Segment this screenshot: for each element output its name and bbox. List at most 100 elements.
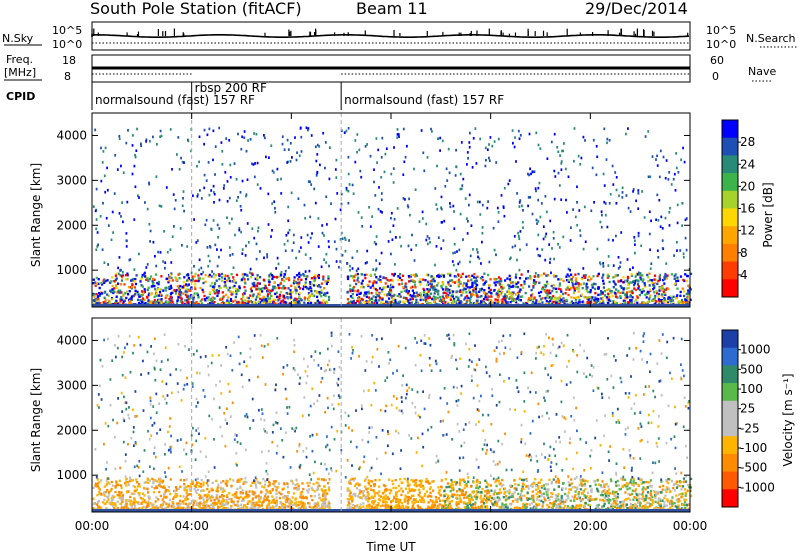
data-cell: [302, 285, 306, 288]
data-cell: [162, 502, 165, 505]
data-cell: [258, 505, 261, 508]
data-cell: [545, 299, 548, 303]
data-cell: [375, 242, 377, 246]
data-cell: [241, 301, 244, 304]
data-cell: [127, 286, 131, 289]
data-cell: [371, 215, 373, 218]
data-cell: [267, 278, 270, 282]
data-cell: [179, 293, 182, 297]
data-cell: [484, 164, 487, 168]
data-cell: [360, 216, 363, 219]
data-cell: [486, 492, 489, 495]
data-cell: [279, 282, 282, 285]
data-cell: [241, 135, 244, 139]
data-cell: [462, 288, 465, 292]
data-cell: [446, 295, 450, 298]
data-cell: [351, 267, 354, 270]
data-cell: [464, 491, 467, 494]
data-cell: [213, 290, 216, 293]
data-cell: [470, 295, 473, 298]
data-cell: [586, 297, 589, 300]
data-cell: [218, 495, 221, 498]
data-cell: [577, 287, 581, 290]
data-cell: [548, 302, 551, 306]
data-cell: [372, 489, 375, 492]
data-cell: [366, 491, 369, 494]
data-cell: [272, 480, 276, 483]
data-cell: [227, 300, 231, 304]
data-cell: [554, 287, 558, 290]
data-cell: [292, 241, 295, 244]
data-cell: [286, 161, 289, 164]
data-cell: [510, 294, 513, 297]
data-cell: [286, 494, 289, 498]
data-cell: [390, 500, 393, 503]
data-cell: [226, 503, 229, 506]
data-cell: [373, 484, 376, 488]
data-cell: [543, 283, 546, 287]
data-cell: [633, 282, 636, 285]
data-cell: [356, 272, 359, 276]
data-cell: [381, 504, 384, 507]
data-cell: [664, 494, 667, 497]
data-cell: [96, 245, 99, 248]
data-cell: [461, 284, 465, 287]
data-cell: [602, 273, 604, 277]
data-cell: [143, 499, 146, 502]
data-cell: [389, 293, 392, 297]
data-cell: [266, 495, 269, 498]
data-cell: [659, 225, 662, 228]
data-cell: [326, 280, 329, 283]
data-cell: [656, 193, 659, 197]
data-cell: [626, 258, 629, 261]
data-cell: [621, 478, 624, 481]
data-cell: [622, 500, 626, 503]
data-cell: [152, 302, 155, 305]
data-cell: [313, 504, 317, 507]
data-cell: [442, 283, 445, 286]
data-cell: [449, 298, 452, 301]
data-cell: [425, 273, 428, 277]
data-cell: [146, 207, 149, 211]
data-cell: [593, 300, 596, 304]
data-cell: [560, 162, 563, 165]
data-cell: [222, 480, 225, 483]
data-cell: [481, 278, 485, 282]
data-cell: [557, 278, 560, 281]
data-cell: [180, 297, 183, 300]
data-cell: [506, 505, 509, 508]
data-cell: [349, 288, 352, 291]
data-cell: [561, 149, 563, 153]
data-cell: [523, 505, 526, 508]
data-cell: [577, 272, 580, 276]
data-cell: [464, 197, 467, 200]
data-cell: [476, 301, 479, 304]
data-cell: [289, 291, 293, 294]
data-cell: [369, 286, 372, 289]
data-cell: [351, 256, 354, 260]
data-cell: [560, 278, 563, 281]
data-cell: [635, 505, 639, 508]
data-cell: [644, 285, 647, 288]
data-cell: [112, 231, 114, 234]
data-cell: [627, 286, 630, 290]
data-cell: [432, 489, 435, 492]
data-cell: [419, 506, 422, 510]
data-cell: [498, 288, 501, 291]
data-cell: [672, 487, 675, 490]
data-cell: [132, 277, 135, 281]
data-cell: [125, 245, 128, 248]
data-cell: [223, 503, 226, 507]
data-cell: [650, 219, 652, 223]
data-cell: [157, 288, 160, 291]
data-cell: [387, 297, 391, 300]
data-cell: [557, 493, 560, 496]
data-cell: [411, 289, 414, 292]
data-cell: [347, 155, 350, 159]
data-cell: [313, 289, 317, 293]
data-cell: [281, 287, 284, 290]
data-cell: [104, 300, 107, 304]
data-cell: [623, 478, 627, 481]
data-cell: [216, 294, 219, 298]
data-cell: [625, 287, 629, 290]
